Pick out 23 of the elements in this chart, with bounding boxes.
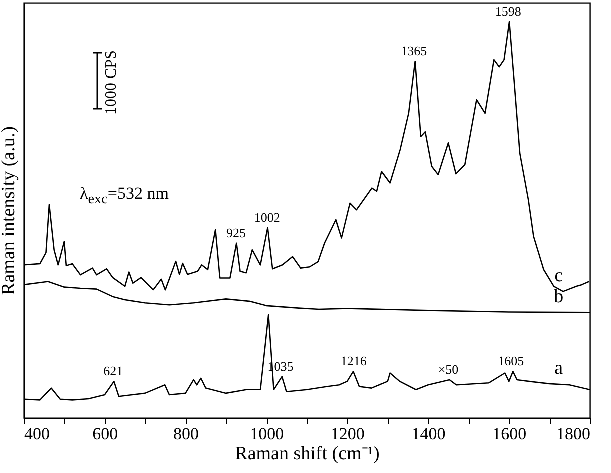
annotation: 1365 [401,44,428,59]
annotation: 1598 [495,4,522,20]
annotation: 925 [226,225,246,240]
annotation: ×50 [438,362,459,377]
x-tick-label: 1200 [330,424,365,444]
annotation: 621 [104,364,124,379]
x-tick-label: 1000 [250,424,284,444]
x-tick-label: 600 [92,424,118,444]
annotation: 1216 [340,354,368,369]
series-label: a [554,358,564,379]
excitation-note: λ$_{exc}$=532 nm [80,185,169,207]
x-tick-label: 1400 [412,424,446,444]
x-tick-label: 800 [173,424,199,444]
y-axis-title: Raman intensity (a.u.) [0,126,20,296]
annotation: 1605 [498,354,524,369]
x-tick-label: 400 [24,424,50,444]
annotation: 1002 [254,210,280,225]
x-axis-title: Raman shift (cm⁻¹) [235,444,380,464]
x-tick-label: 1600 [492,424,527,444]
annotation: 1000 CPS [103,50,120,115]
series-label: b [554,286,564,308]
series-label: c [554,266,564,287]
x-tick-label: 1800 [556,424,590,444]
